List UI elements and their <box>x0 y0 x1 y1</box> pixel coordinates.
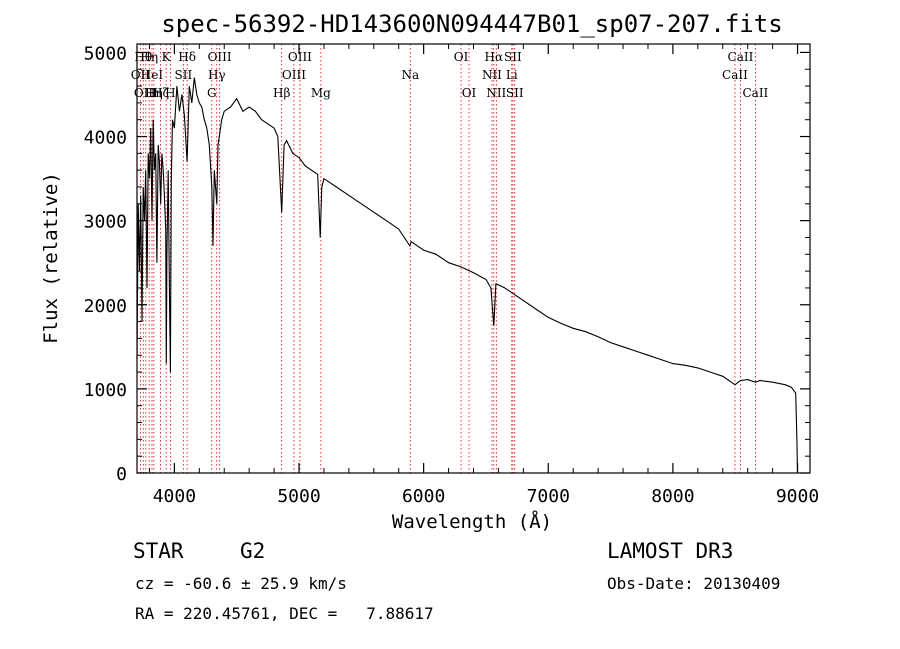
obs-date: Obs-Date: 20130409 <box>607 574 780 593</box>
y-axis-label: Flux (relative) <box>40 172 62 344</box>
line-marker-label: SII <box>506 86 524 100</box>
line-marker-label: Hη <box>145 86 163 100</box>
line-marker-label: H <box>165 86 175 100</box>
y-tick-label: 5000 <box>84 43 127 64</box>
survey-name: LAMOST DR3 <box>607 539 733 563</box>
line-marker-label: CaII <box>728 50 754 64</box>
x-tick-label: 8000 <box>651 486 694 507</box>
x-axis-label: Wavelength (Å) <box>392 510 552 533</box>
x-tick-label: 9000 <box>776 486 819 507</box>
spectrum-line <box>136 77 799 474</box>
line-marker-label: OI <box>462 86 477 100</box>
line-marker-label: Hθ <box>134 50 152 64</box>
y-tick-label: 1000 <box>84 380 127 401</box>
line-marker-label: CaII <box>722 68 748 82</box>
line-marker-label: Hβ <box>273 86 290 100</box>
line-marker-label: Mg <box>311 86 331 100</box>
line-marker-label: Hη <box>140 50 158 64</box>
line-marker-label: OIII <box>288 50 312 64</box>
redshift-cz: cz = -60.6 ± 25.9 km/s <box>135 574 347 593</box>
coordinates: RA = 220.45761, DEC = 7.88617 <box>135 604 434 623</box>
y-tick-label: 3000 <box>84 212 127 233</box>
line-marker-label: CaII <box>742 86 768 100</box>
object-type: STAR <box>133 539 184 563</box>
x-tick-label: 4000 <box>153 486 196 507</box>
y-tick-label: 2000 <box>84 296 127 317</box>
line-marker-labels: OIIHθOIIIHηHeIHηHζKHSIIHδGHγOIIIHβOIIIOI… <box>131 50 769 100</box>
line-markers <box>139 44 756 473</box>
chart-title: spec-56392-HD143600N094447B01_sp07-207.f… <box>161 10 782 38</box>
y-tick-label: 0 <box>116 464 127 485</box>
line-marker-label: NII <box>482 68 502 82</box>
plot-frame <box>136 43 811 474</box>
plot-area <box>136 77 799 474</box>
line-marker-label: Li <box>506 68 518 82</box>
line-marker-label: Hδ <box>178 50 196 64</box>
line-marker-label: SII <box>175 68 193 82</box>
line-marker-label: HeI <box>141 68 164 82</box>
line-marker-label: G <box>207 86 217 100</box>
line-marker-label: K <box>162 50 172 64</box>
line-marker-label: OIII <box>134 86 158 100</box>
line-marker-label: OII <box>131 68 151 82</box>
line-marker-label: Hζ <box>152 86 169 100</box>
line-marker-label: NII <box>486 86 506 100</box>
line-marker-label: Na <box>401 68 419 82</box>
line-marker-label: Hα <box>485 50 504 64</box>
line-marker-label: OI <box>454 50 469 64</box>
y-tick-label: 4000 <box>84 128 127 149</box>
spectral-subclass: G2 <box>240 539 265 563</box>
axis-ticks: 4000 5000 6000 7000 8000 9000 0 1000 2000 3000 400… <box>84 43 820 507</box>
x-tick-label: 7000 <box>527 486 570 507</box>
x-tick-label: 5000 <box>277 486 320 507</box>
x-tick-label: 6000 <box>402 486 445 507</box>
line-marker-label: OIII <box>208 50 232 64</box>
line-marker-label: OIII <box>282 68 306 82</box>
line-marker-label: SII <box>504 50 522 64</box>
line-marker-label: Hγ <box>208 68 226 82</box>
